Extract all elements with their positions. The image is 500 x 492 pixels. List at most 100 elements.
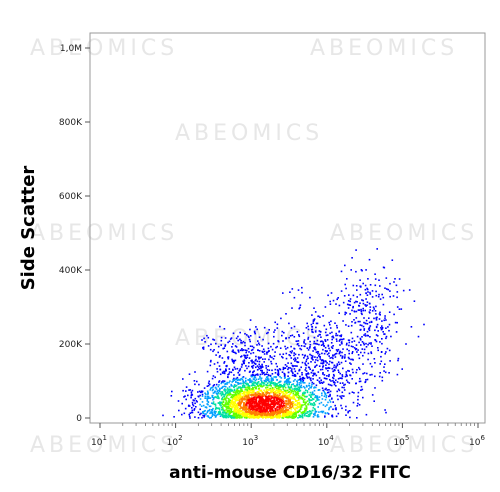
- data-point: [217, 412, 220, 414]
- data-point: [287, 381, 290, 383]
- data-point: [337, 377, 340, 380]
- data-point: [300, 411, 303, 414]
- data-point: [368, 258, 371, 261]
- data-point: [314, 408, 316, 411]
- data-point: [291, 364, 294, 367]
- data-point: [266, 377, 269, 380]
- data-point: [307, 415, 309, 418]
- data-point: [286, 389, 289, 392]
- data-point: [276, 383, 278, 385]
- data-point: [281, 391, 284, 393]
- data-point: [324, 306, 327, 308]
- data-point: [273, 404, 276, 406]
- data-point: [391, 259, 394, 261]
- data-point: [256, 414, 258, 417]
- data-point: [393, 313, 395, 316]
- data-point: [265, 387, 267, 389]
- data-point: [384, 363, 386, 365]
- data-point: [303, 411, 305, 413]
- data-point: [221, 381, 223, 383]
- data-point: [279, 386, 281, 389]
- data-point: [313, 318, 316, 320]
- data-point: [327, 344, 330, 347]
- data-point: [238, 398, 241, 401]
- data-point: [293, 385, 296, 387]
- data-point: [315, 351, 318, 354]
- data-point: [262, 372, 265, 374]
- data-point: [387, 326, 389, 328]
- data-point: [304, 389, 307, 391]
- data-point: [264, 402, 267, 404]
- data-point: [199, 408, 201, 411]
- data-point: [234, 400, 237, 402]
- data-point: [218, 402, 221, 405]
- data-point: [279, 416, 282, 418]
- data-point: [336, 394, 339, 397]
- data-point: [272, 406, 275, 409]
- data-point: [268, 380, 270, 382]
- data-point: [226, 394, 229, 397]
- data-point: [292, 413, 295, 415]
- data-point: [265, 415, 268, 418]
- data-point: [363, 317, 365, 319]
- data-point: [259, 375, 261, 378]
- data-point: [267, 373, 269, 376]
- data-point: [247, 399, 250, 401]
- data-point: [249, 379, 252, 381]
- data-point: [266, 416, 269, 418]
- data-point: [207, 415, 210, 417]
- data-point: [300, 386, 303, 389]
- data-point: [288, 412, 291, 415]
- data-point: [206, 395, 209, 398]
- data-point: [267, 365, 270, 367]
- data-point: [280, 405, 282, 408]
- data-point: [193, 409, 195, 411]
- data-point: [341, 407, 343, 410]
- data-point: [293, 413, 296, 416]
- data-point: [295, 410, 297, 413]
- data-point: [321, 410, 323, 413]
- data-point: [234, 408, 236, 411]
- data-point: [259, 389, 262, 392]
- data-point: [281, 400, 283, 402]
- data-point: [304, 412, 307, 415]
- data-point: [221, 393, 224, 396]
- data-point: [306, 355, 309, 358]
- data-point: [239, 414, 242, 417]
- data-point: [301, 286, 303, 289]
- data-point: [226, 389, 229, 391]
- data-point: [351, 358, 354, 361]
- data-point: [341, 357, 343, 359]
- data-point: [268, 405, 271, 408]
- data-point: [219, 412, 222, 415]
- data-point: [305, 358, 308, 361]
- data-point: [255, 355, 257, 358]
- data-point: [374, 375, 376, 378]
- data-point: [237, 408, 240, 411]
- data-point: [274, 415, 277, 418]
- data-point: [247, 411, 249, 414]
- data-point: [329, 323, 331, 326]
- data-point: [271, 411, 273, 413]
- data-point: [256, 403, 258, 405]
- data-point: [248, 404, 251, 407]
- watermark-text: ABEOMICS: [310, 36, 458, 61]
- data-point: [297, 406, 299, 409]
- data-point: [242, 409, 244, 411]
- data-point: [318, 399, 320, 401]
- data-point: [341, 374, 344, 376]
- data-point: [190, 391, 193, 394]
- data-point: [271, 403, 274, 406]
- data-point: [249, 411, 252, 413]
- data-point: [301, 381, 304, 383]
- data-point: [307, 349, 310, 351]
- data-point: [366, 301, 369, 303]
- data-point: [384, 409, 386, 411]
- data-point: [270, 379, 273, 382]
- data-point: [223, 411, 225, 413]
- data-point: [371, 373, 373, 376]
- data-point: [374, 273, 376, 275]
- data-point: [302, 397, 304, 400]
- data-point: [293, 415, 295, 417]
- data-point: [282, 356, 284, 359]
